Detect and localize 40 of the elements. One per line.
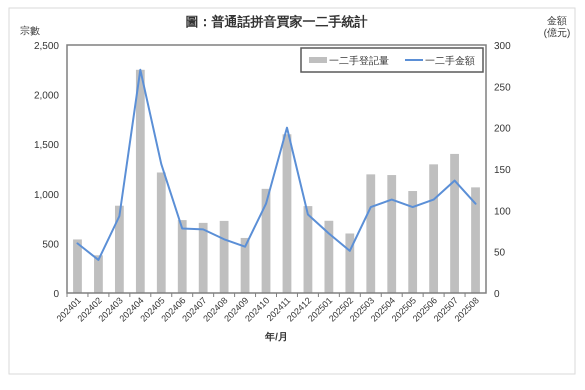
y-tick-label: 1,500 xyxy=(34,140,60,152)
bar xyxy=(94,255,103,293)
y2-tick-label: 0 xyxy=(494,289,500,300)
x-axis-title: 年/月 xyxy=(264,331,288,343)
bar xyxy=(282,134,292,293)
y2-tick-label: 250 xyxy=(494,82,512,94)
y2-tick-label: 300 xyxy=(494,41,512,52)
y2-tick-label: 50 xyxy=(494,248,506,259)
bar xyxy=(366,174,376,293)
bar xyxy=(429,164,438,293)
bar xyxy=(198,222,208,293)
y-tick-label: 0 xyxy=(53,289,60,300)
bar xyxy=(387,175,396,293)
bar xyxy=(408,191,418,293)
bar xyxy=(136,70,145,293)
legend-label: 一二手金額 xyxy=(425,55,475,67)
bar xyxy=(471,187,480,293)
bar xyxy=(240,238,250,293)
line-series xyxy=(76,68,477,261)
legend-label: 一二手登記量 xyxy=(329,55,389,67)
bar xyxy=(220,220,229,293)
bar xyxy=(324,220,334,293)
bar xyxy=(304,206,312,293)
y2-tick-label: 200 xyxy=(494,124,512,135)
bar xyxy=(450,154,459,293)
y2-tick-label: 100 xyxy=(494,206,512,218)
y2-tick-label: 150 xyxy=(494,165,512,176)
bar xyxy=(178,220,187,293)
bar xyxy=(345,233,354,293)
y-tick-label: 2,500 xyxy=(34,41,60,52)
bar xyxy=(156,172,166,293)
bar xyxy=(73,239,82,293)
y-tick-label: 1,000 xyxy=(34,190,60,201)
chart-title: 圖：普通話拼音買家一二手統計 xyxy=(186,14,368,29)
bar xyxy=(114,206,124,293)
bar xyxy=(262,188,270,293)
y-axis-title: 宗數 xyxy=(20,25,40,37)
y-tick-label: 2,000 xyxy=(34,90,60,102)
y-tick-label: 500 xyxy=(42,239,60,250)
y2-axis-title: 金額(億元) xyxy=(544,15,570,39)
